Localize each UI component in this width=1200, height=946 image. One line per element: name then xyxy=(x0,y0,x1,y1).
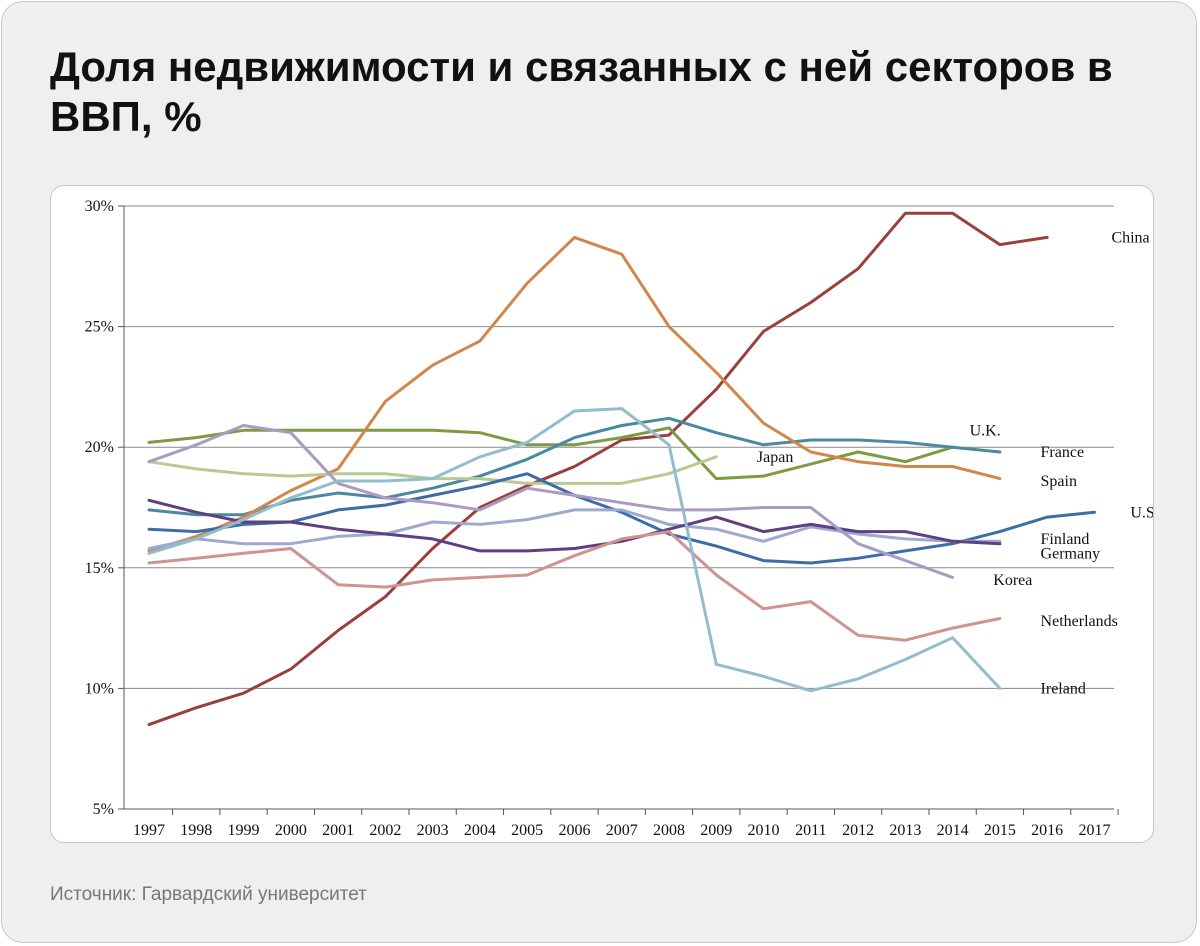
x-tick-label: 2004 xyxy=(464,822,496,839)
axis-layer: 30% 25% 20% 15% 10% 5% 1997 1998 1999 2000 2001 200… xyxy=(85,198,1119,839)
series-label-netherlands: Netherlands xyxy=(1041,613,1118,630)
y-tick-label: 30% xyxy=(85,198,114,215)
x-tick-label: 2016 xyxy=(1031,822,1063,839)
x-tick-label: 2001 xyxy=(322,822,354,839)
series-label-china: China xyxy=(1111,229,1149,246)
x-tick-label: 1997 xyxy=(133,822,165,839)
series-label-u-s: U.S. xyxy=(1130,504,1154,521)
series-label-france: France xyxy=(1041,444,1085,461)
series-line-u-k xyxy=(147,426,955,481)
x-tick-label: 2013 xyxy=(889,822,921,839)
x-tick-label: 2011 xyxy=(795,822,826,839)
x-tick-label: 2014 xyxy=(937,822,969,839)
x-tick-label: 2009 xyxy=(700,822,732,839)
series-line-korea xyxy=(147,424,955,579)
series-label-japan: Japan xyxy=(757,449,793,466)
series-label-germany: Germany xyxy=(1041,545,1101,562)
y-tick-label: 10% xyxy=(85,680,114,697)
series-label-layer: China U.K. France Spain Japan U.S. FinlandGerm… xyxy=(757,229,1154,697)
y-tick-label: 15% xyxy=(85,560,114,577)
x-tick-label: 1998 xyxy=(180,822,212,839)
chart-panel: 30% 25% 20% 15% 10% 5% 1997 1998 1999 2000 2001 200… xyxy=(50,185,1154,843)
y-tick-label: 5% xyxy=(93,801,114,818)
series-line-france xyxy=(147,416,1002,517)
series-label-spain: Spain xyxy=(1041,473,1077,490)
x-tick-label: 2005 xyxy=(511,822,543,839)
page-title: Доля недвижимости и связанных с ней сект… xyxy=(50,43,1113,140)
series-label-u-k: U.K. xyxy=(970,422,1001,439)
x-tick-label: 2015 xyxy=(984,822,1016,839)
series-line-china xyxy=(147,211,1049,727)
x-tick-label: 2000 xyxy=(275,822,307,839)
line-chart: 30% 25% 20% 15% 10% 5% 1997 1998 1999 2000 2001 200… xyxy=(85,198,1154,839)
x-tick-label: 2010 xyxy=(748,822,780,839)
series-line-finland xyxy=(147,508,1002,550)
series-label-ireland: Ireland xyxy=(1041,680,1086,697)
source-note: Источник: Гарвардский университет xyxy=(50,884,367,905)
x-tick-label: 2017 xyxy=(1078,822,1110,839)
series-line-ireland xyxy=(147,407,1002,693)
grid-layer xyxy=(124,205,1114,689)
x-tick-label: 2006 xyxy=(558,822,590,839)
y-tick-label: 20% xyxy=(85,439,114,456)
series-line-germany xyxy=(147,498,1002,553)
x-tick-label: 2003 xyxy=(417,822,449,839)
x-tick-label: 2007 xyxy=(606,822,638,839)
series-line-netherlands xyxy=(147,530,1002,642)
x-tick-label: 2002 xyxy=(369,822,401,839)
x-tick-label: 2012 xyxy=(842,822,874,839)
series-layer xyxy=(147,211,1096,727)
x-tick-label: 1999 xyxy=(228,822,260,839)
series-label-finland: Finland xyxy=(1041,531,1090,548)
series-label-korea: Korea xyxy=(993,572,1032,589)
y-tick-label: 25% xyxy=(85,319,114,336)
series-line-u-s xyxy=(147,472,1096,565)
x-tick-label: 2008 xyxy=(653,822,685,839)
series-line-spain xyxy=(147,235,1002,553)
